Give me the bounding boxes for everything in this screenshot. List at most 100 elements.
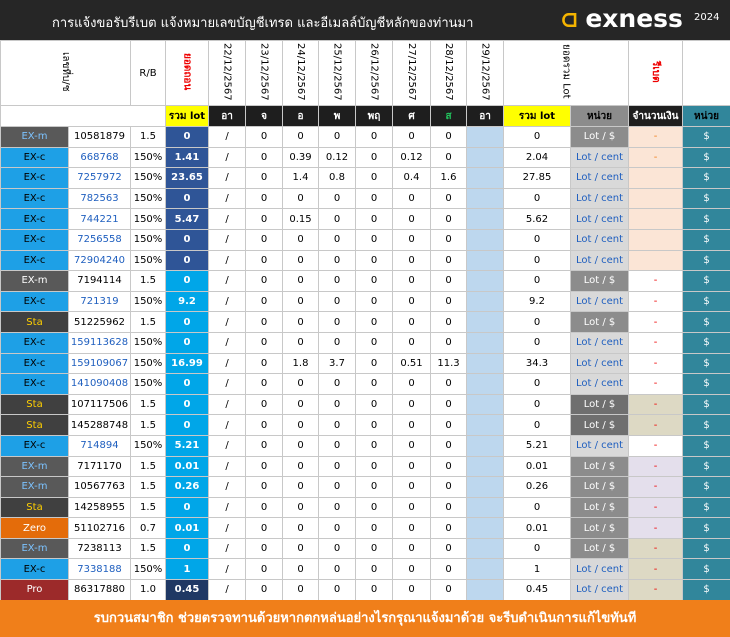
cell: Lot / $ xyxy=(570,517,629,539)
cell: 0 xyxy=(392,393,431,416)
cell: 0 xyxy=(245,393,283,416)
header-cell: รีเบต xyxy=(628,40,683,106)
cell: 1.41 xyxy=(165,146,209,169)
cell: 0 xyxy=(392,434,431,457)
subheader-cell: พ xyxy=(318,105,356,127)
cell: 0 xyxy=(392,187,431,210)
cell: EX-c xyxy=(0,331,69,354)
data-row: EX-c 141090408 150% 0/0 0 0 0 0 0 0 Lot / cent - $ xyxy=(0,373,730,395)
cell: $ xyxy=(682,290,730,313)
cell: / xyxy=(208,537,246,560)
cell: 0 xyxy=(430,249,467,272)
cell: EX-c xyxy=(0,167,69,189)
cell: $ xyxy=(682,558,730,581)
cell: 0 xyxy=(318,270,356,292)
cell xyxy=(466,146,504,169)
cell xyxy=(466,208,504,230)
cell: 0 xyxy=(392,311,431,333)
cell: 0 xyxy=(392,579,431,601)
cell: 0 xyxy=(355,558,393,581)
cell: 0 xyxy=(392,270,431,292)
cell: EX-c xyxy=(0,228,69,251)
cell xyxy=(466,167,504,189)
cell: - xyxy=(628,558,683,581)
data-row: EX-c 7257972 150% 23.65/0 1.4 0.8 0 0.4 1.6 27.85… xyxy=(0,167,730,189)
cell: 0 xyxy=(392,228,431,251)
cell xyxy=(466,290,504,313)
cell: 1.5 xyxy=(130,126,166,148)
cell: 0 xyxy=(245,476,283,498)
cell: 0 xyxy=(392,290,431,313)
cell xyxy=(628,187,683,210)
cell: 0 xyxy=(355,270,393,292)
cell: Sta xyxy=(0,414,69,436)
subheader-cell: ส xyxy=(430,105,467,127)
cell: - xyxy=(628,290,683,313)
cell: 0 xyxy=(430,517,467,539)
cell: 714894 xyxy=(68,434,131,457)
cell: 0 xyxy=(392,517,431,539)
cell: EX-c xyxy=(0,373,69,395)
cell: 0 xyxy=(318,126,356,148)
cell: 72904240 xyxy=(68,249,131,272)
cell: 0 xyxy=(282,373,319,395)
cell: 744221 xyxy=(68,208,131,230)
cell: 0 xyxy=(355,455,393,478)
cell: 159109067 xyxy=(68,352,131,375)
cell: 0 xyxy=(503,331,571,354)
cell: - xyxy=(628,331,683,354)
cell xyxy=(466,270,504,292)
data-row: Zero 51102716 0.7 0.01/0 0 0 0 0 0 0.01 Lot / $ - $ xyxy=(0,517,730,539)
cell: 150% xyxy=(130,208,166,230)
cell: / xyxy=(208,187,246,210)
data-row: EX-c 744221 150% 5.47/0 0.15 0 0 0 0 5.62 Lot / ce… xyxy=(0,208,730,230)
cell: 0 xyxy=(165,311,209,333)
header-text: 25/12/2567 xyxy=(331,42,343,101)
cell: 0 xyxy=(282,537,319,560)
header-cell: เลขที่บ/ช xyxy=(0,40,131,106)
cell: 0 xyxy=(430,455,467,478)
cell: $ xyxy=(682,249,730,272)
cell: / xyxy=(208,393,246,416)
cell: 0 xyxy=(430,414,467,436)
cell: 1.5 xyxy=(130,311,166,333)
cell: 150% xyxy=(130,558,166,581)
cell: - xyxy=(628,414,683,436)
cell: 0 xyxy=(503,496,571,519)
data-row: EX-m 7171170 1.5 0.01/0 0 0 0 0 0 0.01 Lot / $ - $ xyxy=(0,455,730,478)
cell xyxy=(466,414,504,436)
cell: 0 xyxy=(392,496,431,519)
cell: - xyxy=(628,270,683,292)
cell: 0 xyxy=(245,167,283,189)
cell xyxy=(466,373,504,395)
cell: 0 xyxy=(430,311,467,333)
cell: 0 xyxy=(245,414,283,436)
cell: 0 xyxy=(355,414,393,436)
cell: 0 xyxy=(165,187,209,210)
cell: 14258955 xyxy=(68,496,131,519)
cell: Lot / cent xyxy=(570,187,629,210)
cell: 0 xyxy=(503,270,571,292)
cell: 0 xyxy=(392,126,431,148)
cell: 7256558 xyxy=(68,228,131,251)
cell: 1.5 xyxy=(130,455,166,478)
cell: 1.4 xyxy=(282,167,319,189)
cell: 0 xyxy=(282,517,319,539)
cell: Sta xyxy=(0,496,69,519)
logo-text: exness xyxy=(585,4,683,33)
subheader-cell: ศ xyxy=(392,105,431,127)
cell xyxy=(466,434,504,457)
cell: $ xyxy=(682,579,730,601)
subheader-row: รวม lot อาจอพพฤศสอา รวม lot หน่วย จำนวนเงินห… xyxy=(0,105,730,127)
cell: $ xyxy=(682,496,730,519)
cell: 1.8 xyxy=(282,352,319,375)
cell: 0 xyxy=(245,187,283,210)
cell: 0 xyxy=(318,537,356,560)
header-text: 28/12/2567 xyxy=(443,42,454,101)
cell: 0 xyxy=(503,373,571,395)
cell: 0 xyxy=(355,331,393,354)
cell: Lot / cent xyxy=(570,167,629,189)
cell: 782563 xyxy=(68,187,131,210)
data-row: Sta 145288748 1.5 0/0 0 0 0 0 0 0 Lot / $ - $ xyxy=(0,414,730,436)
header-cell: 24/12/2567 xyxy=(282,40,319,106)
